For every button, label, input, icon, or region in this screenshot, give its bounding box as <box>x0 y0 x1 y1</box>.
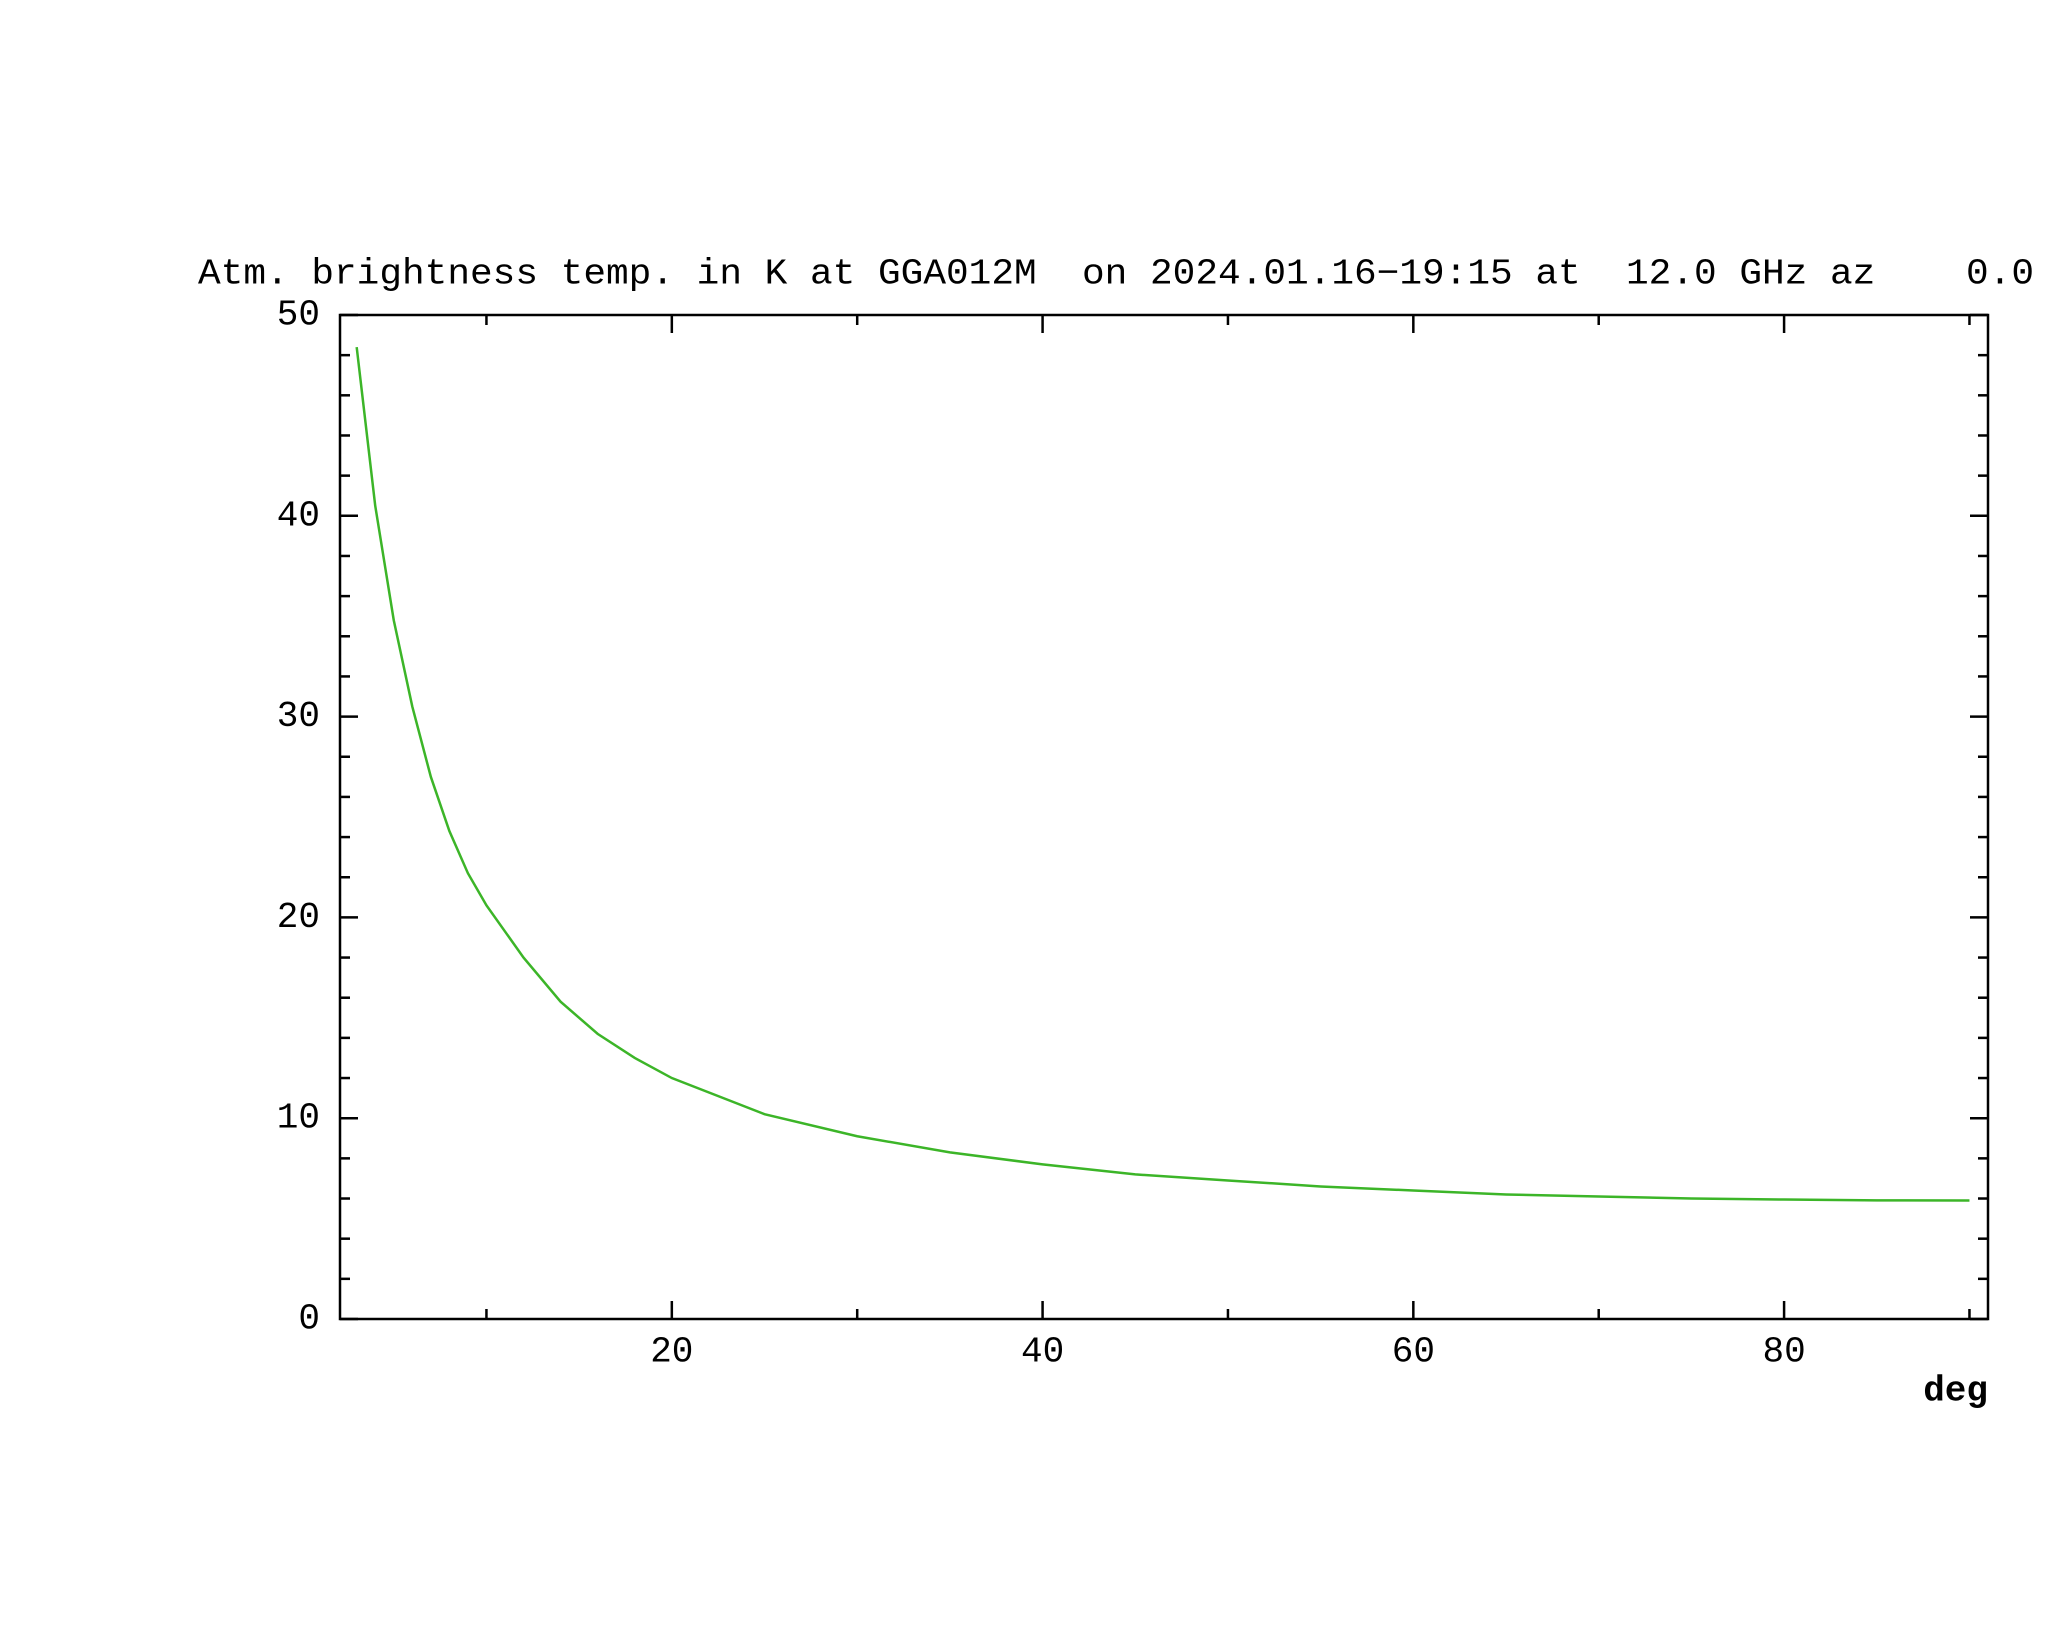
x-tick-label: 60 <box>1392 1332 1435 1373</box>
y-tick-label: 50 <box>277 295 320 336</box>
data-line <box>355 346 1970 1202</box>
x-tick-label: 80 <box>1762 1332 1805 1373</box>
chart-title: Atm. brightness temp. in K at GGA012M on… <box>198 254 2034 295</box>
x-axis-label: deg <box>1923 1371 1988 1412</box>
y-tick-label: 10 <box>277 1098 320 1139</box>
x-tick-label: 40 <box>1021 1332 1064 1373</box>
y-tick-label: 40 <box>277 495 320 536</box>
y-tick-label: 30 <box>277 696 320 737</box>
x-tick-label: 20 <box>650 1332 693 1373</box>
plot-frame <box>338 313 1990 1321</box>
y-tick-label: 20 <box>277 897 320 938</box>
y-tick-label: 0 <box>298 1299 320 1340</box>
